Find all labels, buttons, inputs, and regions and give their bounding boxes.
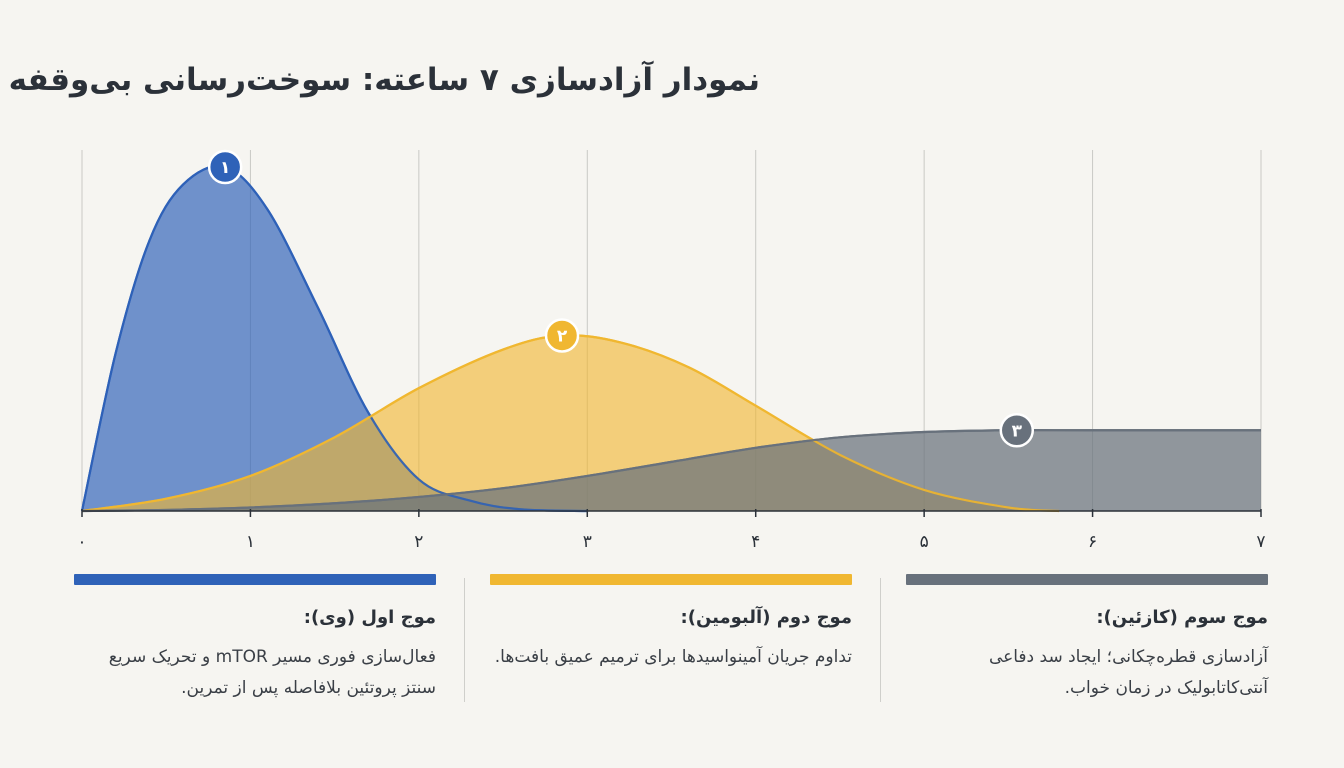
release-chart: ۰ ۱ ۲ ۳ ۴ ۵ ۶ ۷ ۱ ۲ ۳ <box>77 149 1266 552</box>
series-outline-wave1 <box>80 164 588 513</box>
legend-bar-wave1 <box>74 574 436 585</box>
legend-title-wave1: موج اول (وی): <box>303 607 436 628</box>
chart-title: نمودار آزادسازی ۷ ساعته: سوخت‌رسانی بی‌و… <box>8 62 760 98</box>
legend-wave1: موج اول (وی): فعال‌سازی فوری مسیر mTOR و… <box>74 574 436 714</box>
legend: موج سوم (کازئین): آزادسازی قطره‌چکانی؛ ا… <box>60 574 1284 714</box>
legend-title-wave2: موج دوم (آلبومین): <box>680 607 852 628</box>
x-tick-label: ۱ <box>246 532 255 552</box>
peak-marker-wave2 <box>544 318 580 353</box>
x-tick-label: ۲ <box>414 532 423 552</box>
series-area-wave1 <box>82 166 588 511</box>
legend-text-wave3: آزادسازی قطره‌چکانی؛ ایجاد سد دفاعی آنتی… <box>988 647 1268 698</box>
peak-marker-label: ۲ <box>557 327 568 347</box>
legend-bar-wave2 <box>490 574 852 585</box>
peak-marker-wave1 <box>207 149 243 185</box>
legend-text-wave1: فعال‌سازی فوری مسیر mTOR و تحریک سریع سن… <box>108 647 436 698</box>
series-area-wave3 <box>82 430 1261 511</box>
peak-marker-label: ۳ <box>1012 421 1023 441</box>
legend-bar-wave3 <box>906 574 1268 585</box>
x-tick-label: ۵ <box>920 532 929 552</box>
x-tick-label: ۴ <box>751 532 760 552</box>
x-tick-label: ۷ <box>1256 532 1265 552</box>
peak-marker-label: ۱ <box>220 158 230 178</box>
series-outline-wave2 <box>81 334 1059 513</box>
legend-divider <box>464 578 465 702</box>
legend-wave2: موج دوم (آلبومین): تداوم جریان آمینواسید… <box>490 574 852 714</box>
legend-divider <box>880 578 881 702</box>
x-tick-label: ۳ <box>583 532 592 552</box>
legend-title-wave3: موج سوم (کازئین): <box>1096 607 1268 628</box>
x-tick-label: ۰ <box>77 532 86 552</box>
legend-text-wave2: تداوم جریان آمینواسیدها برای ترمیم عمیق … <box>494 647 852 667</box>
x-tick-label: ۶ <box>1088 532 1097 552</box>
legend-wave3: موج سوم (کازئین): آزادسازی قطره‌چکانی؛ ا… <box>906 574 1268 714</box>
peak-marker-wave3 <box>999 413 1035 448</box>
